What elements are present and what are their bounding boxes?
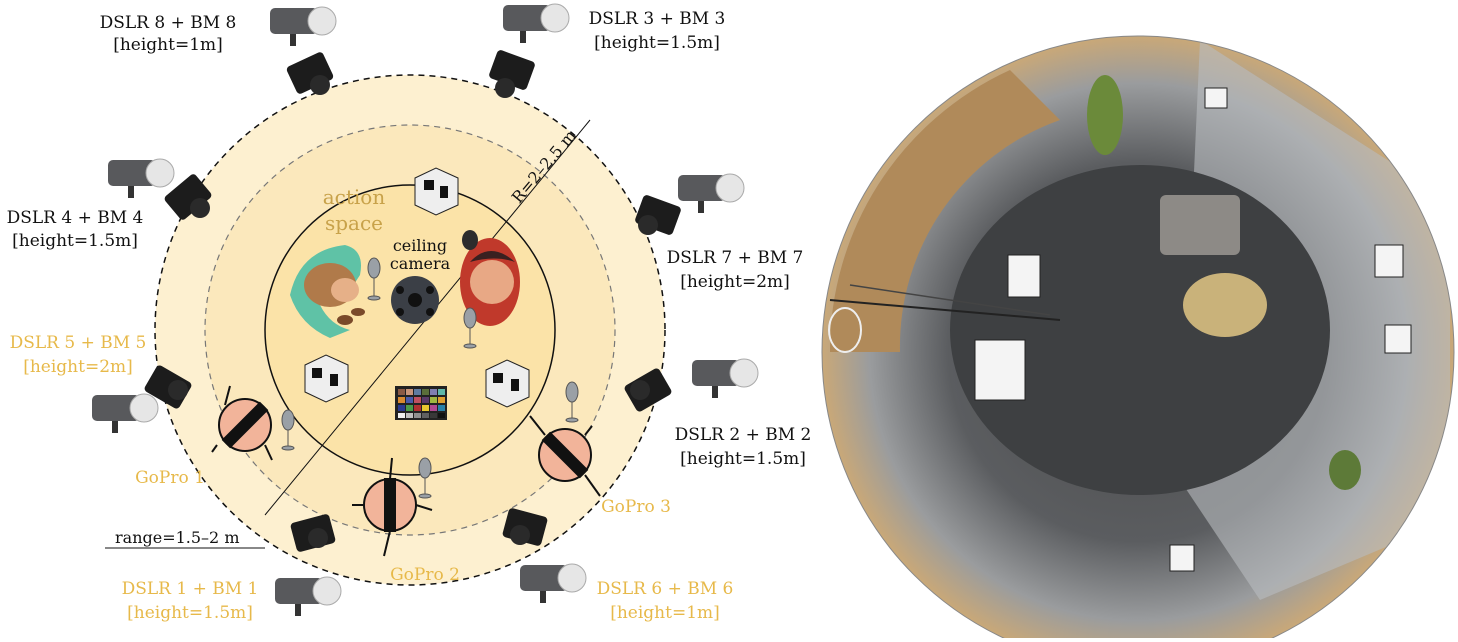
bm-light-icon: [92, 393, 159, 433]
dslr6-height: [height=1m]: [610, 603, 720, 623]
dslr-camera-icon: [286, 52, 334, 95]
gopro-icon: [211, 385, 273, 461]
bm-light-icon: [678, 173, 745, 213]
bm-light-icon: [275, 576, 342, 616]
dslr4-title: DSLR 4 + BM 4: [7, 208, 144, 228]
microphone-icon: [418, 457, 432, 499]
dslr-camera-icon: [624, 368, 672, 412]
ceiling-label-2: camera: [390, 254, 451, 273]
bm-light-icon: [520, 563, 587, 603]
gopro3-label: GoPro 3: [601, 497, 671, 517]
microphone-icon: [367, 257, 381, 301]
dslr-camera-icon: [635, 195, 681, 235]
gopro1-label: GoPro 1: [135, 468, 205, 488]
microphone-icon: [565, 381, 579, 423]
dslr-camera-icon: [502, 508, 548, 546]
dslr1-title: DSLR 1 + BM 1: [122, 579, 259, 599]
dslr5-title: DSLR 5 + BM 5: [10, 333, 147, 353]
dslr3-title: DSLR 3 + BM 3: [589, 9, 726, 29]
person-right-icon: [460, 230, 520, 326]
dslr8-height: [height=1m]: [113, 35, 223, 55]
ceiling-camera-icon: [391, 276, 439, 324]
dslr7-height: [height=2m]: [680, 272, 790, 292]
gopro-icon: [352, 457, 433, 557]
range-label: range=1.5–2 m: [115, 528, 240, 547]
bm-light-icon: [108, 158, 175, 198]
gopro-icon: [529, 415, 601, 497]
dslr-camera-icon: [164, 174, 212, 220]
person-left-icon: [290, 245, 365, 338]
dslr-camera-icon: [489, 50, 535, 98]
dslr5-height: [height=2m]: [23, 357, 133, 377]
microphone-icon: [281, 409, 295, 451]
color-checker-icon: [395, 386, 447, 420]
dslr-camera-icon: [290, 514, 336, 552]
ceiling-label-1: ceiling: [393, 236, 447, 255]
dslr4-height: [height=1.5m]: [12, 231, 138, 251]
aruco-cube-icon: [485, 359, 530, 408]
microphone-icon: [463, 307, 477, 349]
aruco-cube-icon: [414, 167, 459, 216]
bm-light-icon: [503, 3, 570, 43]
bm-light-icon: [692, 358, 759, 398]
aruco-cube-icon: [304, 354, 349, 403]
gopro2-label: GoPro 2: [390, 565, 460, 585]
dslr-camera-icon: [144, 365, 192, 409]
dslr3-height: [height=1.5m]: [594, 33, 720, 53]
dslr1-height: [height=1.5m]: [127, 603, 253, 623]
dslr8-title: DSLR 8 + BM 8: [100, 13, 237, 33]
action-space-circle: [264, 184, 556, 476]
bm-light-icon: [270, 6, 337, 46]
ceiling-fisheye-photo: [821, 35, 1455, 642]
action-label-1: action: [323, 185, 386, 209]
dslr7-title: DSLR 7 + BM 7: [667, 248, 804, 268]
dslr2-height: [height=1.5m]: [680, 449, 806, 469]
dslr2-title: DSLR 2 + BM 2: [675, 425, 812, 445]
dslr6-title: DSLR 6 + BM 6: [597, 579, 734, 599]
action-label-2: space: [325, 211, 383, 235]
